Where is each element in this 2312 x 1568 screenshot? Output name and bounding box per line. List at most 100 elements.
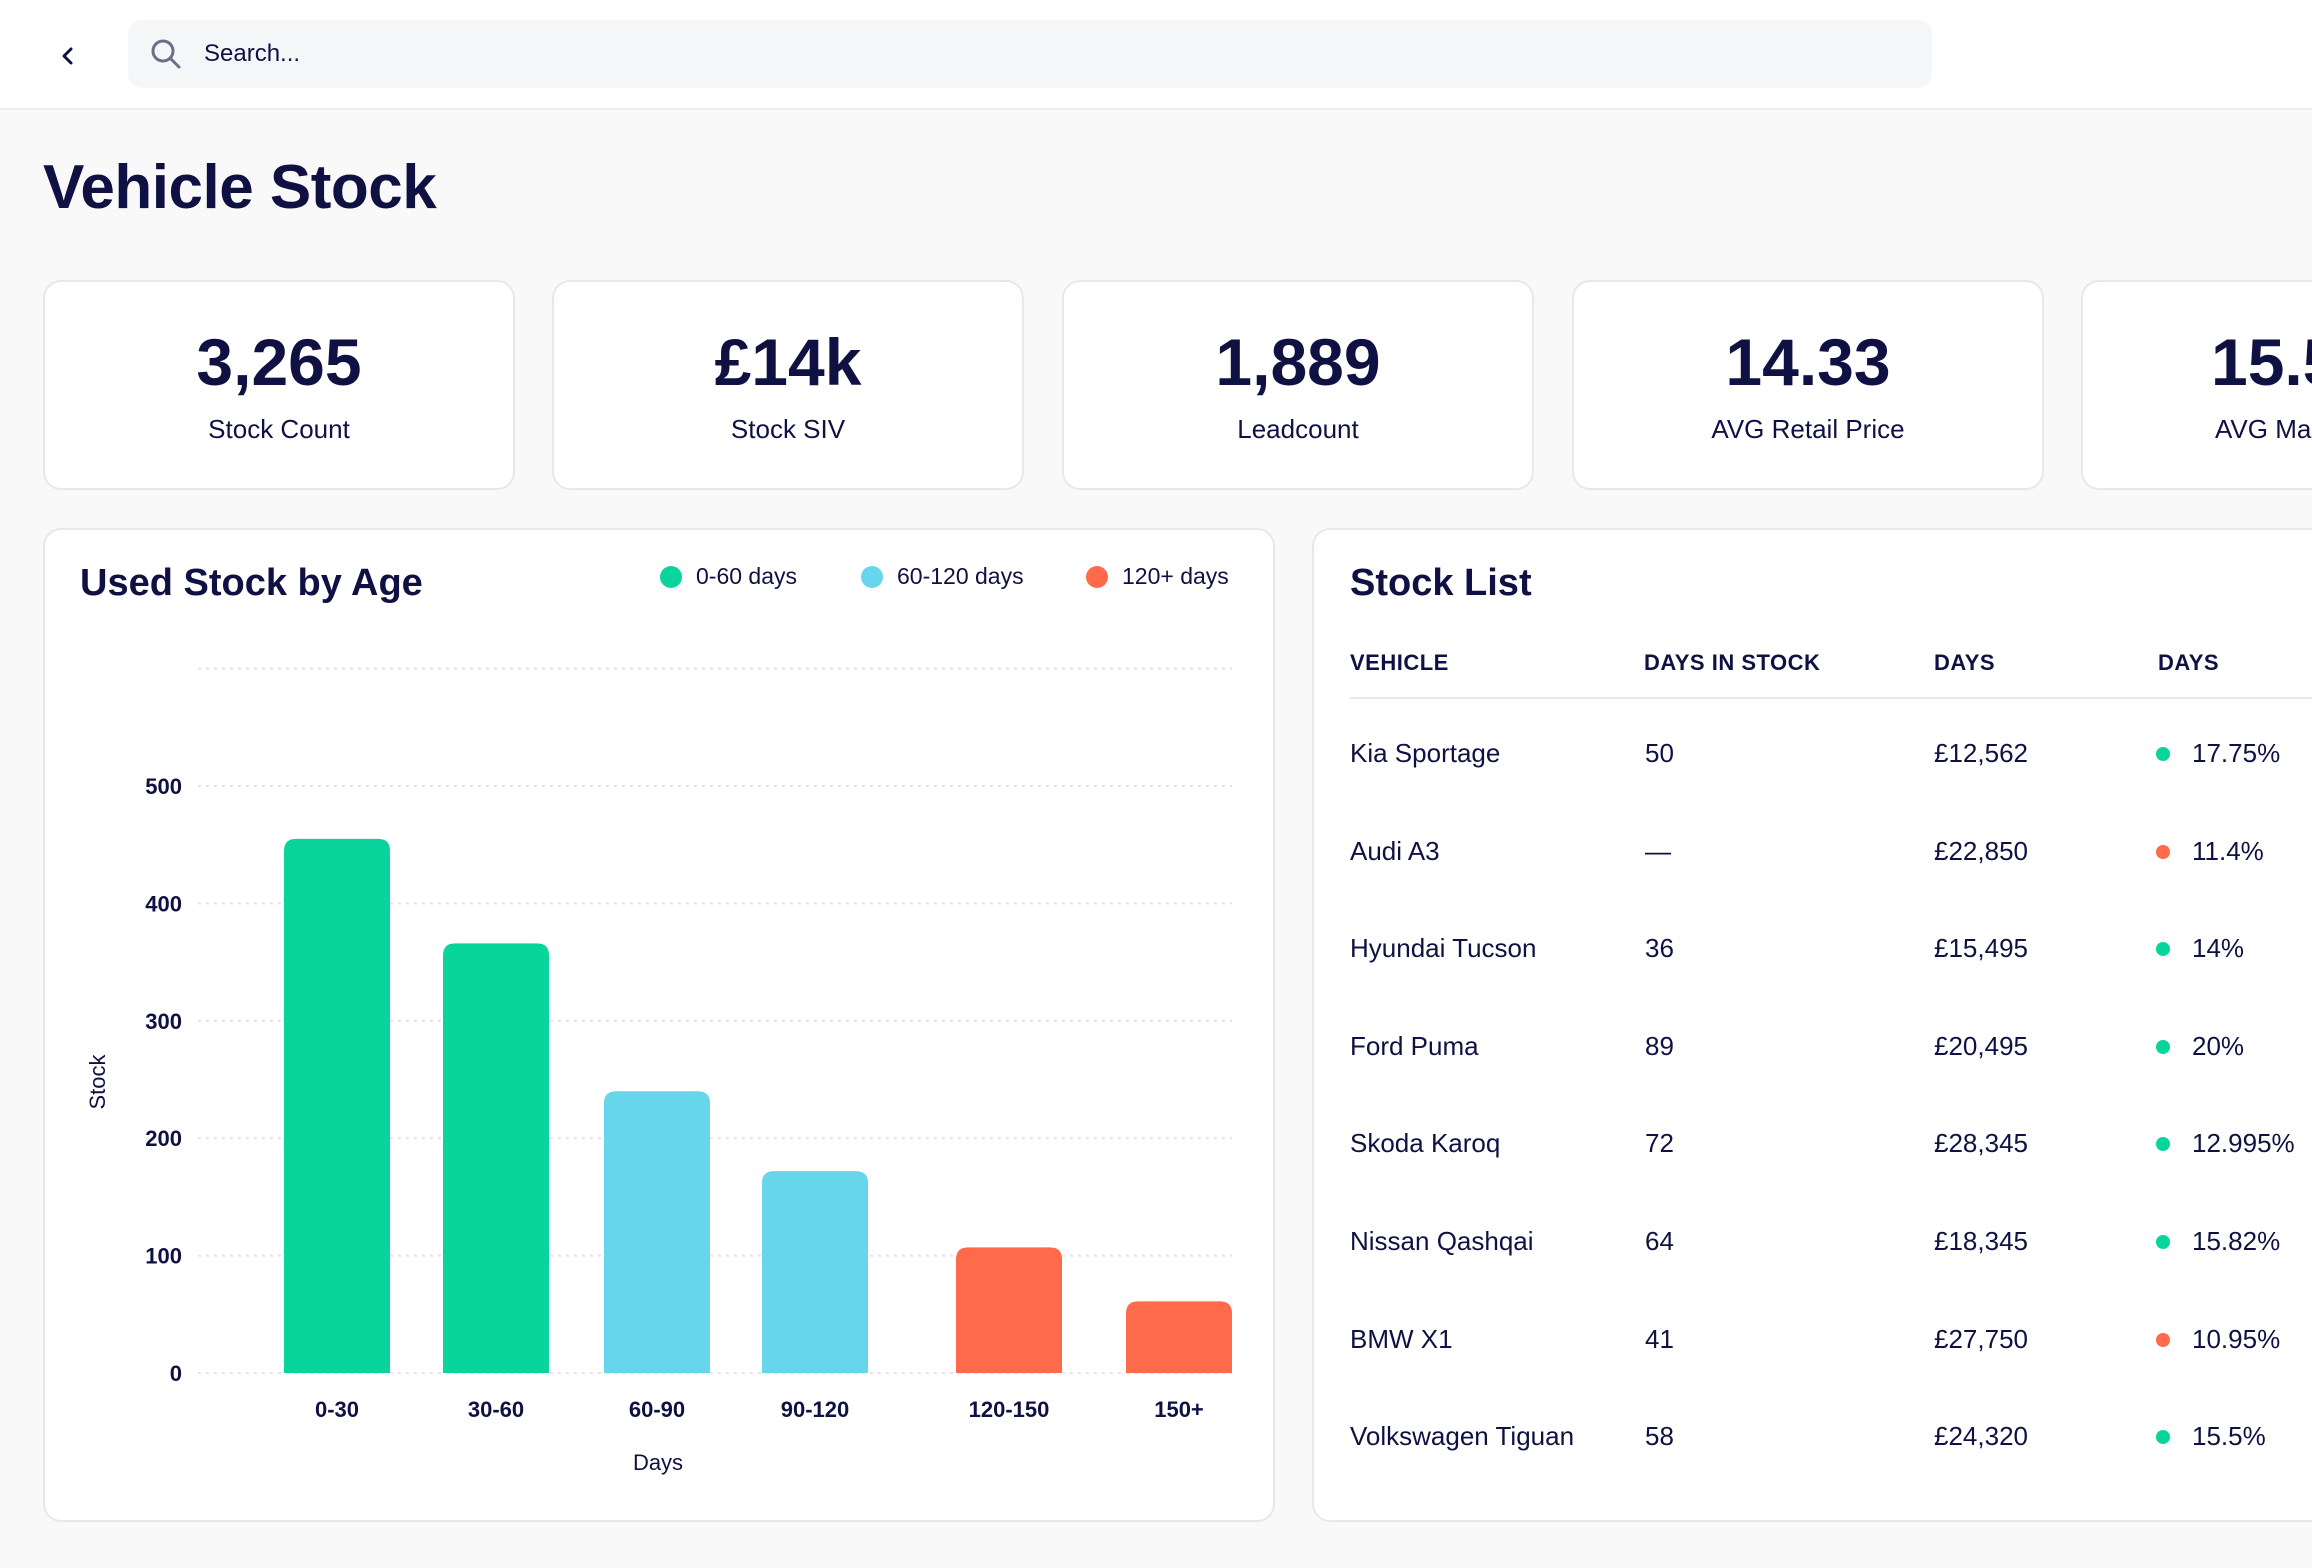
- top-bar: [0, 0, 2312, 110]
- search-icon: [148, 36, 184, 72]
- legend-label: 60-120 days: [897, 563, 1024, 589]
- x-tick-label: 90-120: [781, 1397, 850, 1422]
- cell-price: £12,562: [1934, 738, 2028, 768]
- legend-swatch: [1086, 565, 1108, 588]
- cell-price: £22,850: [1934, 835, 2028, 866]
- bar-120-150: [956, 1247, 1062, 1373]
- cell-percentage: 17.75%: [2192, 738, 2281, 768]
- cell-days-in-stock: 58: [1645, 1421, 1674, 1452]
- legend-item-0-60: 0-60 days: [660, 563, 797, 590]
- cell-days-in-stock: —: [1645, 835, 1671, 866]
- kpi-value: 14.33: [1725, 325, 1891, 399]
- status-dot: [2156, 747, 2170, 761]
- kpi-value: 1,889: [1215, 325, 1381, 399]
- kpi-value: 3,265: [196, 325, 362, 399]
- y-tick-label: 500: [145, 774, 182, 799]
- cell-days-in-stock: 41: [1645, 1323, 1674, 1354]
- x-tick-label: 120-150: [969, 1397, 1050, 1422]
- cell-vehicle: Kia Sportage: [1350, 738, 1501, 768]
- cell-price: £24,320: [1934, 1421, 2028, 1452]
- cell-vehicle: Hyundai Tucson: [1350, 933, 1537, 964]
- y-tick-label: 100: [145, 1244, 182, 1269]
- status-dot: [2156, 942, 2170, 957]
- cell-days-in-stock: 72: [1645, 1128, 1674, 1159]
- bar-30-60: [443, 943, 549, 1373]
- cell-percentage: 15.5%: [2192, 1421, 2266, 1452]
- cell-price: £20,495: [1934, 1030, 2028, 1061]
- legend-label: 0-60 days: [696, 563, 798, 589]
- status-dot: [2156, 844, 2170, 859]
- legend-swatch: [861, 565, 883, 588]
- cell-days-in-stock: 50: [1645, 738, 1674, 768]
- search-input[interactable]: [204, 40, 1804, 68]
- kpi-label: Leadcount: [1237, 414, 1359, 444]
- kpi-label: Stock Count: [208, 414, 350, 444]
- cell-vehicle: Audi A3: [1350, 835, 1440, 866]
- status-dot: [2156, 1137, 2170, 1152]
- kpi-card-leadcount: 1,889 Leadcount: [1062, 280, 1534, 490]
- cell-price: £15,495: [1934, 933, 2028, 964]
- back-button[interactable]: [48, 36, 88, 76]
- kpi-card-stock-siv: £14k Stock SIV: [552, 280, 1024, 490]
- cell-percentage: 20%: [2192, 1030, 2245, 1061]
- y-tick-label: 200: [145, 1126, 182, 1151]
- legend-item-120-plus: 120+ days: [1086, 563, 1229, 590]
- kpi-label: Stock SIV: [730, 414, 846, 444]
- cell-days-in-stock: 89: [1645, 1030, 1674, 1061]
- status-dot: [2156, 1430, 2170, 1445]
- header-divider: [1350, 697, 2312, 699]
- y-axis-title: Stock: [85, 1053, 110, 1109]
- cell-vehicle: Nissan Qashqai: [1350, 1226, 1534, 1256]
- legend-swatch: [660, 565, 682, 588]
- cell-vehicle: Volkswagen Tiguan: [1350, 1421, 1575, 1452]
- kpi-value: £14k: [714, 325, 862, 399]
- cell-price: £27,750: [1934, 1323, 2028, 1354]
- x-axis-title: Days: [633, 1450, 683, 1475]
- cell-vehicle: Skoda Karoq: [1350, 1128, 1501, 1159]
- column-header-vehicle[interactable]: VEHICLE: [1350, 650, 1449, 675]
- cell-days-in-stock: 64: [1645, 1226, 1674, 1256]
- search-bar[interactable]: [128, 20, 1932, 88]
- kpi-label: AVG Mar: [2215, 414, 2312, 444]
- kpi-card-stock-count: 3,265 Stock Count: [43, 280, 515, 490]
- status-dot: [2156, 1332, 2170, 1347]
- column-header-days-in-stock[interactable]: DAYS IN STOCK: [1644, 650, 1821, 675]
- bar-150+: [1126, 1301, 1232, 1373]
- legend-label: 120+ days: [1122, 563, 1229, 589]
- kpi-card-avg-retail-price: 14.33 AVG Retail Price: [1572, 280, 2044, 490]
- legend-item-60-120: 60-120 days: [861, 563, 1024, 590]
- stock-list-title: Stock List: [1350, 562, 1532, 604]
- status-dot: [2156, 1235, 2170, 1249]
- page-title: Vehicle Stock: [43, 153, 437, 222]
- cell-vehicle: BMW X1: [1350, 1323, 1453, 1354]
- cell-percentage: 15.82%: [2192, 1226, 2281, 1256]
- x-tick-label: 60-90: [629, 1397, 685, 1422]
- x-tick-label: 0-30: [315, 1397, 359, 1422]
- chart-title: Used Stock by Age: [80, 562, 423, 604]
- x-tick-label: 150+: [1154, 1397, 1204, 1422]
- chevron-left-icon: [62, 47, 73, 65]
- column-header-days[interactable]: DAYS: [1934, 650, 1996, 675]
- cell-percentage: 14%: [2192, 933, 2245, 964]
- cell-days-in-stock: 36: [1645, 933, 1674, 964]
- cell-percentage: 11.4%: [2192, 835, 2264, 866]
- y-tick-label: 400: [145, 891, 182, 916]
- x-tick-label: 30-60: [468, 1397, 524, 1422]
- stock-list-card: [1312, 528, 2312, 1522]
- kpi-card-avg-margin: 15.5 AVG Mar: [2081, 280, 2312, 490]
- cell-price: £28,345: [1934, 1128, 2028, 1159]
- bar-90-120: [762, 1171, 868, 1373]
- bar-60-90: [604, 1091, 710, 1373]
- cell-vehicle: Ford Puma: [1350, 1030, 1479, 1061]
- y-tick-label: 300: [145, 1009, 182, 1034]
- bar-0-30: [284, 838, 390, 1373]
- kpi-value: 15.5: [2211, 325, 2312, 399]
- status-dot: [2156, 1039, 2170, 1054]
- kpi-label: AVG Retail Price: [1711, 414, 1905, 444]
- column-header-days-2[interactable]: DAYS: [2158, 650, 2220, 675]
- y-tick-label: 0: [170, 1361, 182, 1386]
- cell-price: £18,345: [1934, 1226, 2028, 1256]
- cell-percentage: 12.995%: [2192, 1128, 2295, 1159]
- cell-percentage: 10.95%: [2192, 1323, 2281, 1354]
